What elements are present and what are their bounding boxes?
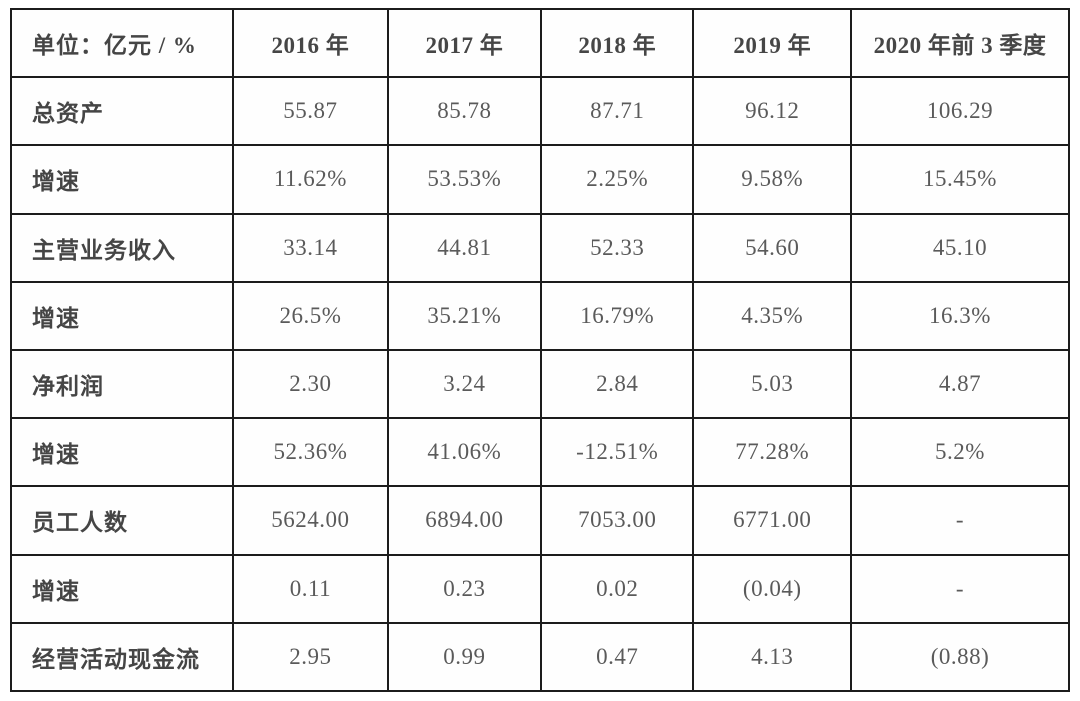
value-cell: 44.81	[386, 212, 543, 283]
table-header-row: 单位：亿元 / % 2016 年 2017 年 2018 年 2019 年 20…	[9, 7, 1070, 79]
value-cell: 85.78	[386, 76, 543, 147]
table-row-operating-cash-flow: 经营活动现金流 2.95 0.99 0.47 4.13 (0.88)	[9, 621, 1070, 693]
year-header-2017: 2017 年	[386, 7, 543, 79]
table-row-main-revenue-growth: 增速 26.5% 35.21% 16.79% 4.35% 16.3%	[9, 280, 1070, 351]
row-label-cell: 经营活动现金流	[9, 621, 235, 693]
value-cell: 0.23	[386, 553, 543, 624]
value-cell: 15.45%	[850, 144, 1070, 215]
row-label-cell: 增速	[9, 280, 235, 351]
value-cell: 96.12	[692, 76, 853, 147]
value-cell: 4.13	[692, 621, 853, 693]
table-row-total-assets: 总资产 55.87 85.78 87.71 96.12 106.29	[9, 76, 1070, 147]
row-label-cell: 增速	[9, 417, 235, 488]
value-cell: 2.84	[540, 348, 695, 420]
table-row-net-profit: 净利润 2.30 3.24 2.84 5.03 4.87	[9, 348, 1070, 420]
value-cell: 5624.00	[232, 485, 389, 556]
value-cell: 6771.00	[692, 485, 853, 556]
value-cell: 7053.00	[540, 485, 695, 556]
value-cell: 2.95	[232, 621, 389, 693]
value-cell: 0.02	[540, 553, 695, 624]
unit-header-cell: 单位：亿元 / %	[9, 7, 235, 79]
value-cell: 3.24	[386, 348, 543, 420]
value-cell: 87.71	[540, 76, 695, 147]
row-label-cell: 增速	[9, 553, 235, 624]
value-cell: 0.11	[232, 553, 389, 624]
value-cell: 6894.00	[386, 485, 543, 556]
value-cell: 2.25%	[540, 144, 695, 215]
value-cell: 52.33	[540, 212, 695, 283]
value-cell: 77.28%	[692, 417, 853, 488]
value-cell: -	[850, 553, 1070, 624]
year-header-2019: 2019 年	[692, 7, 853, 79]
value-cell: 11.62%	[232, 144, 389, 215]
value-cell: 45.10	[850, 212, 1070, 283]
row-label-cell: 总资产	[9, 76, 235, 147]
table-row-employees: 员工人数 5624.00 6894.00 7053.00 6771.00 -	[9, 485, 1070, 556]
value-cell: 26.5%	[232, 280, 389, 351]
value-cell: 52.36%	[232, 417, 389, 488]
value-cell: 41.06%	[386, 417, 543, 488]
value-cell: 53.53%	[386, 144, 543, 215]
value-cell: -	[850, 485, 1070, 556]
value-cell: 54.60	[692, 212, 853, 283]
value-cell: 55.87	[232, 76, 389, 147]
financial-table: 单位：亿元 / % 2016 年 2017 年 2018 年 2019 年 20…	[9, 7, 1070, 693]
value-cell: 16.79%	[540, 280, 695, 351]
value-cell: 0.99	[386, 621, 543, 693]
table-row-net-profit-growth: 增速 52.36% 41.06% -12.51% 77.28% 5.2%	[9, 417, 1070, 488]
value-cell: (0.04)	[692, 553, 853, 624]
value-cell: 16.3%	[850, 280, 1070, 351]
value-cell: 33.14	[232, 212, 389, 283]
year-header-2016: 2016 年	[232, 7, 389, 79]
value-cell: 2.30	[232, 348, 389, 420]
value-cell: (0.88)	[850, 621, 1070, 693]
table-row-total-assets-growth: 增速 11.62% 53.53% 2.25% 9.58% 15.45%	[9, 144, 1070, 215]
row-label-cell: 员工人数	[9, 485, 235, 556]
value-cell: 0.47	[540, 621, 695, 693]
table-row-main-revenue: 主营业务收入 33.14 44.81 52.33 54.60 45.10	[9, 212, 1070, 283]
value-cell: 5.2%	[850, 417, 1070, 488]
table-row-employees-growth: 增速 0.11 0.23 0.02 (0.04) -	[9, 553, 1070, 624]
value-cell: 106.29	[850, 76, 1070, 147]
row-label-cell: 净利润	[9, 348, 235, 420]
row-label-cell: 主营业务收入	[9, 212, 235, 283]
row-label-cell: 增速	[9, 144, 235, 215]
value-cell: -12.51%	[540, 417, 695, 488]
value-cell: 4.87	[850, 348, 1070, 420]
value-cell: 9.58%	[692, 144, 853, 215]
value-cell: 35.21%	[386, 280, 543, 351]
year-header-2018: 2018 年	[540, 7, 695, 79]
value-cell: 5.03	[692, 348, 853, 420]
year-header-2020q3: 2020 年前 3 季度	[850, 7, 1070, 79]
value-cell: 4.35%	[692, 280, 853, 351]
